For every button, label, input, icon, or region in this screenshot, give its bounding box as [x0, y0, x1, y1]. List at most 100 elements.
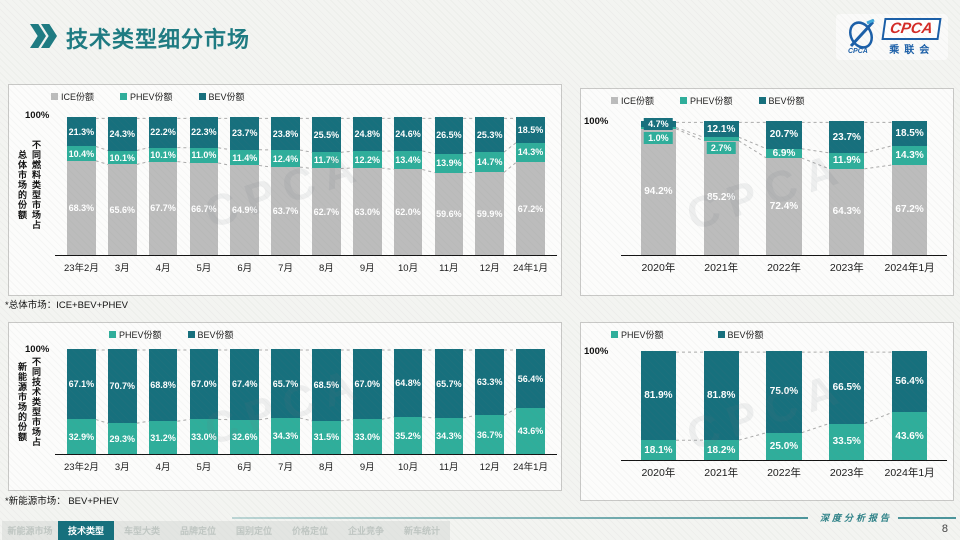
bar-segment: 21.3% [67, 117, 96, 147]
y-axis-title: 不同技术类型市场占 新能源市场的份额 [17, 356, 41, 447]
data-label: 25.0% [769, 440, 799, 452]
legend-swatch [717, 331, 725, 338]
data-label: 22.3% [191, 127, 217, 138]
x-axis-label: 3月 [114, 263, 130, 274]
data-label: 36.7% [476, 429, 503, 440]
x-axis-label: 8月 [318, 263, 334, 274]
data-label: 12.4% [272, 153, 299, 164]
data-label: 43.6% [895, 430, 924, 442]
data-label: 34.3% [436, 431, 462, 441]
footer-tab-7[interactable]: 新车统计 [394, 521, 450, 540]
data-label: 11.9% [832, 155, 861, 167]
footer-tab-5[interactable]: 价格定位 [282, 521, 338, 540]
data-label: 14.3% [517, 147, 544, 158]
data-label: 64.8% [395, 378, 421, 389]
bar-segment: 10.1% [148, 147, 178, 162]
data-label: 85.2% [707, 192, 736, 204]
legend-swatch [758, 97, 766, 104]
data-label: 33.5% [832, 436, 861, 448]
x-axis-label: 2023年 [829, 262, 864, 274]
bar-segment: 75.0% [766, 351, 802, 433]
footer-tab-6[interactable]: 企业竞争 [338, 521, 394, 540]
legend-swatch [680, 97, 688, 104]
bar-segment: 14.3% [892, 145, 928, 165]
bar-segment: 31.2% [148, 421, 178, 454]
data-label: 67.2% [517, 203, 544, 214]
x-axis-labels: 2020年 2021年 2022年 2023年 2024年1月 [627, 260, 941, 275]
bar-segment: 70.7% [107, 349, 137, 424]
stacked-bar: 29.3% 70.7% [107, 349, 137, 454]
data-label: 26.5% [436, 130, 462, 141]
bar-segment: 67.7% [148, 161, 178, 255]
bar-segment: 14.3% [516, 142, 545, 163]
stacked-bar: 62.0% 13.4% 24.6% [393, 117, 423, 255]
bar-segment: 56.4% [892, 351, 928, 413]
x-axis-label: 2021年 [704, 467, 739, 479]
bar-segment: 2.7% [703, 137, 739, 155]
bar-segment: 67.4% [230, 349, 260, 420]
stacked-bar: 33.5% 66.5% [829, 351, 865, 460]
data-label: 68.5% [313, 379, 340, 390]
bar-segment: 36.7% [475, 415, 504, 454]
page-title: 技术类型细分市场 [66, 27, 251, 52]
footer-rule-left [232, 517, 808, 519]
x-axis-label: 4月 [155, 462, 171, 473]
bar-segment: 63.0% [352, 168, 382, 255]
data-label: 64.9% [231, 205, 258, 216]
x-axis-label: 11月 [439, 263, 459, 274]
data-label: 24.8% [354, 129, 380, 140]
bar-segment: 68.5% [312, 349, 341, 421]
bar-segment: 67.1% [67, 349, 96, 420]
footer-tab-3[interactable]: 品牌定位 [170, 521, 226, 540]
bar-segment: 67.2% [892, 164, 928, 255]
chart-legend: ICE份额 PHEV份额 BEV份额 [611, 94, 805, 107]
data-label: 63.0% [354, 206, 380, 217]
bar-segment: 23.7% [829, 121, 865, 153]
data-label: 13.4% [395, 155, 421, 166]
logo-cn-text: 乘联会 [889, 45, 935, 56]
x-axis-label: 9月 [359, 462, 375, 473]
bar-segment: 64.3% [829, 168, 865, 255]
footer-tab-0[interactable]: 新能源市场 [2, 521, 58, 540]
bar-segment: 11.0% [189, 147, 219, 163]
cpca-logo: CPCA CPCA 乘联会 [836, 14, 948, 60]
note-total-market: *总体市场：ICE+BEV+PHEV [5, 300, 129, 311]
footer-tab-2[interactable]: 车型大类 [114, 521, 170, 540]
plot-area: 68.3% 10.4% 21.3% 65.6% 10.1% 24.3% 67.7% 10.1%… [55, 117, 557, 274]
stacked-bar: 43.6% 56.4% [516, 349, 545, 454]
data-label: 21.3% [68, 126, 95, 137]
dashed-connectors [61, 117, 551, 255]
bar-segment: 18.1% [640, 440, 676, 460]
data-label: 67.7% [150, 203, 176, 214]
data-label: 63.3% [476, 377, 503, 388]
bar-segment: 11.4% [230, 149, 260, 166]
chart-panel-total-monthly: ICE份额 PHEV份额 BEV份额 100% 不同燃料类型市场占 总体市场的份额 … [8, 84, 562, 296]
data-label: 24.3% [109, 128, 135, 139]
bar-segment: 24.3% [107, 117, 137, 151]
double-chevron-icon [30, 24, 57, 48]
data-label: 23.7% [231, 128, 258, 139]
footer-tab-4[interactable]: 国别定位 [226, 521, 282, 540]
x-axis-line [621, 460, 947, 461]
plot-area: 94.2% 1.0% 4.7% 85.2% 2.7% 12.1% 72.4% 6.9% 20.7… [621, 118, 947, 274]
bar-segment: 34.3% [271, 418, 300, 454]
bar-segment: 34.3% [434, 418, 464, 454]
data-label: 56.4% [517, 373, 544, 384]
legend-item: PHEV份额 [120, 90, 173, 103]
data-label: 67.4% [231, 379, 258, 390]
x-axis-label: 2024年1月 [884, 467, 935, 479]
data-label: 2.7% [706, 142, 736, 155]
stacked-bar: 31.5% 68.5% [312, 349, 341, 454]
svg-text:CPCA: CPCA [848, 48, 868, 55]
data-label: 18.1% [644, 444, 673, 456]
data-label: 64.3% [832, 206, 861, 218]
bar-segment: 24.8% [352, 117, 382, 152]
x-axis-label: 2021年 [704, 262, 739, 274]
data-label: 70.7% [109, 381, 135, 392]
footer-tab-1[interactable]: 技术类型 [58, 521, 114, 540]
data-label: 13.9% [436, 158, 462, 169]
x-axis-label: 6月 [237, 462, 253, 473]
data-label: 6.9% [772, 147, 796, 159]
x-axis-labels: 23年2月 3月 4月 5月 6月 7月 8月 9月 10月 11月 12月 24年1月 [61, 260, 551, 274]
